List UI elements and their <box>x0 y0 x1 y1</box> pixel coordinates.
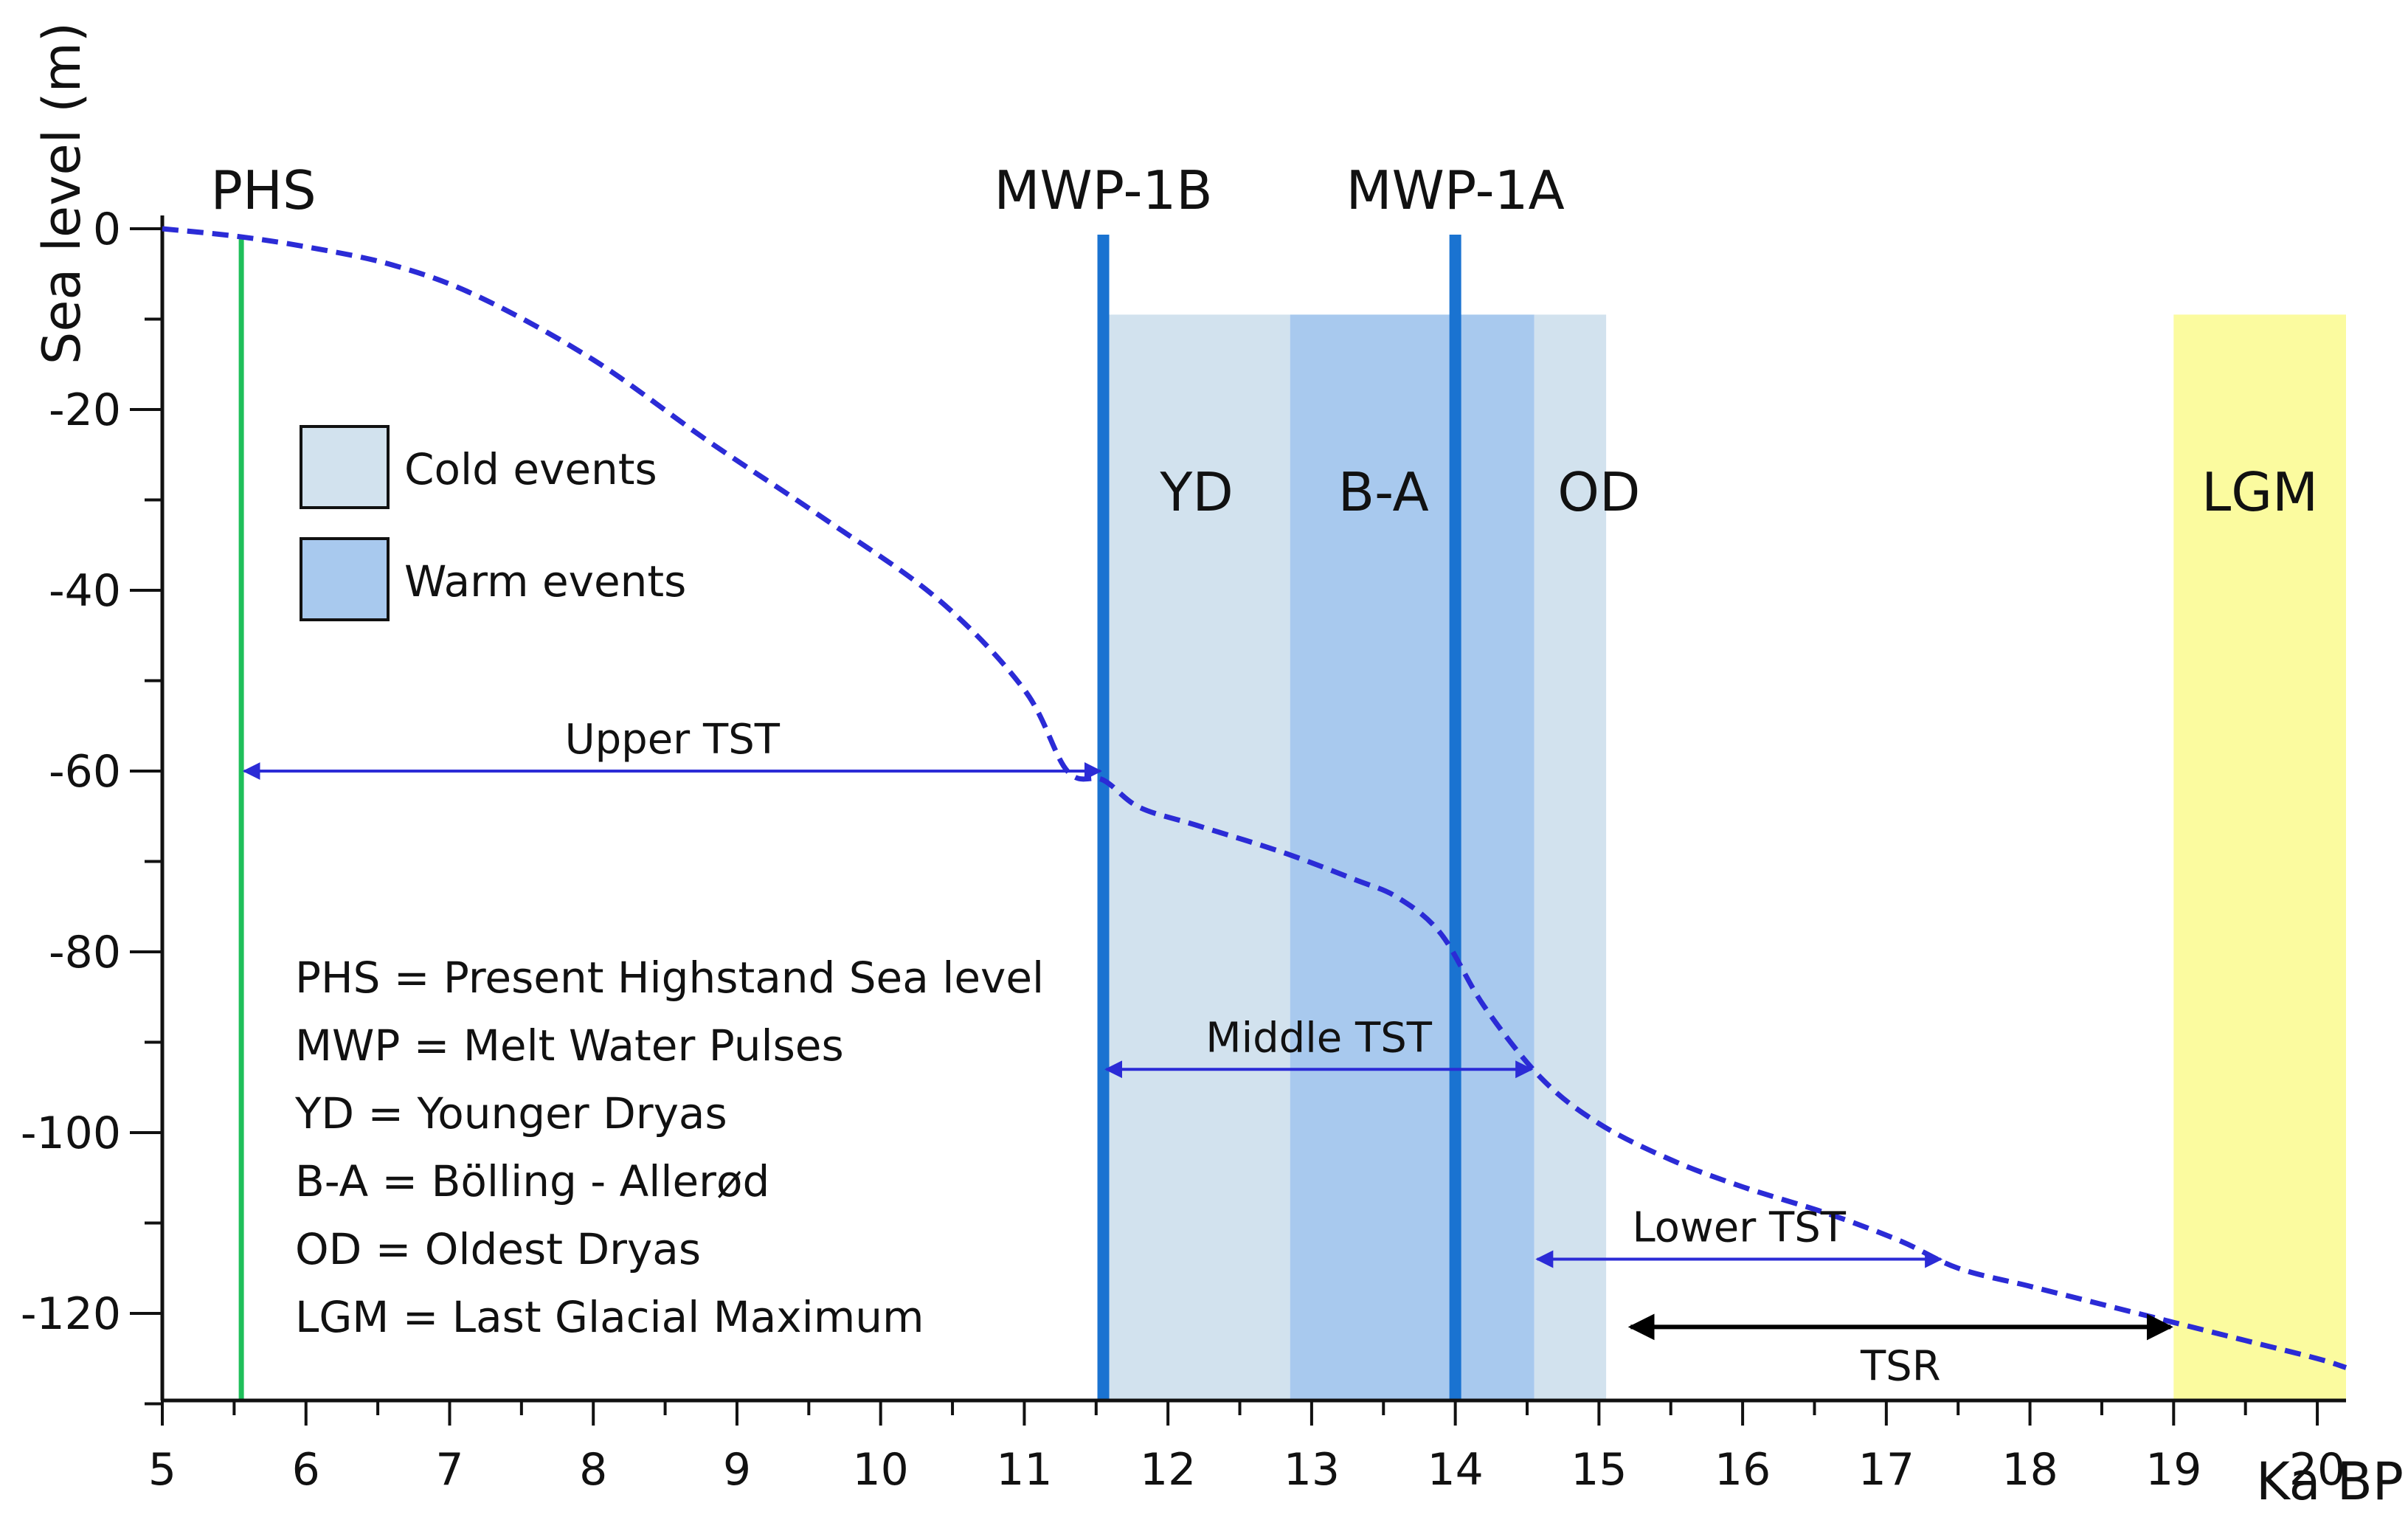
sea-level-curves <box>162 226 2348 1370</box>
x-tick-label-8: 8 <box>579 1444 607 1496</box>
abbreviations: PHS = Present Highstand Sea level MWP = M… <box>294 953 1044 1342</box>
climate-bands: YD B-A OD LGM <box>1103 314 2346 1400</box>
abbreviation-line-0: PHS = Present Highstand Sea level <box>295 953 1044 1003</box>
abbreviation-line-1: MWP = Melt Water Pulses <box>295 1020 844 1071</box>
x-tick-label-13: 13 <box>1284 1444 1340 1496</box>
vline-label-mwp-1b: MWP-1B <box>994 159 1212 221</box>
legend-label-cold-events: Cold events <box>404 444 657 494</box>
legend: Cold events Warm events <box>300 425 686 621</box>
x-tick-label-9: 9 <box>723 1444 751 1496</box>
band-label-od: OD <box>1557 461 1640 523</box>
band-label-lgm: LGM <box>2201 461 2318 523</box>
systems-tract-arrows: Upper TST Middle TST Lower TST TSR <box>242 716 2173 1390</box>
x-ticks: 5 6 7 8 9 10 11 12 13 14 15 16 17 18 19 20 <box>148 1400 2345 1496</box>
arrow-label-upper-tst: Upper TST <box>565 716 781 764</box>
x-tick-label-11: 11 <box>996 1444 1052 1496</box>
x-tick-label-6: 6 <box>292 1444 320 1496</box>
band-label-b-a: B-A <box>1338 461 1429 523</box>
arrow-label-middle-tst: Middle TST <box>1205 1014 1433 1062</box>
abbreviation-line-4: OD = Oldest Dryas <box>295 1224 701 1274</box>
band-label-yd: YD <box>1159 461 1233 523</box>
legend-swatch-cold-events <box>300 425 390 509</box>
abbreviation-line-3: B-A = Bölling - Allerød <box>295 1156 769 1206</box>
x-tick-label-5: 5 <box>148 1444 176 1496</box>
x-tick-label-18: 18 <box>2002 1444 2058 1496</box>
y-ticks: 0 -20 -40 -60 -80 -100 -120 <box>21 204 162 1406</box>
x-tick-label-7: 7 <box>435 1444 463 1496</box>
sea-level-curve-0 <box>162 226 2348 1370</box>
band-od <box>1534 314 1607 1400</box>
event-lines: PHS MWP-1B MWP-1A <box>210 159 1565 1400</box>
y-tick-label-0: 0 <box>93 204 121 255</box>
x-tick-label-17: 17 <box>1858 1444 1914 1496</box>
x-tick-label-10: 10 <box>853 1444 909 1496</box>
band-yd <box>1103 314 1290 1400</box>
band-lgm <box>2173 314 2346 1400</box>
y-tick-label--40: -40 <box>49 565 121 617</box>
x-axis-title: Ka BP <box>2256 1451 2404 1512</box>
x-tick-label-20: 20 <box>2289 1444 2345 1496</box>
legend-swatch-warm-events <box>300 537 390 621</box>
abbreviation-line-5: LGM = Last Glacial Maximum <box>295 1292 924 1342</box>
y-tick-label--20: -20 <box>49 384 121 436</box>
x-tick-label-14: 14 <box>1427 1444 1483 1496</box>
x-tick-label-12: 12 <box>1140 1444 1196 1496</box>
x-tick-label-19: 19 <box>2145 1444 2201 1496</box>
y-axis-title: Sea level (m) <box>32 22 92 365</box>
y-tick-label--100: -100 <box>21 1108 121 1159</box>
abbreviation-line-2: YD = Younger Dryas <box>294 1088 727 1139</box>
y-tick-label--120: -120 <box>21 1288 121 1340</box>
arrow-label-tsr: TSR <box>1860 1342 1941 1390</box>
x-tick-label-16: 16 <box>1715 1444 1771 1496</box>
arrow-label-lower-tst: Lower TST <box>1632 1204 1846 1252</box>
x-tick-label-15: 15 <box>1571 1444 1627 1496</box>
vline-label-phs: PHS <box>210 159 316 221</box>
band-b-a <box>1290 314 1535 1400</box>
y-tick-label--60: -60 <box>49 746 121 798</box>
legend-label-warm-events: Warm events <box>404 556 686 607</box>
vline-label-mwp-1a: MWP-1A <box>1346 159 1565 221</box>
axes: 5 6 7 8 9 10 11 12 13 14 15 16 17 18 19 20 0 -20 -40 -60 -8… <box>21 204 2346 1496</box>
y-tick-label--80: -80 <box>49 927 121 978</box>
